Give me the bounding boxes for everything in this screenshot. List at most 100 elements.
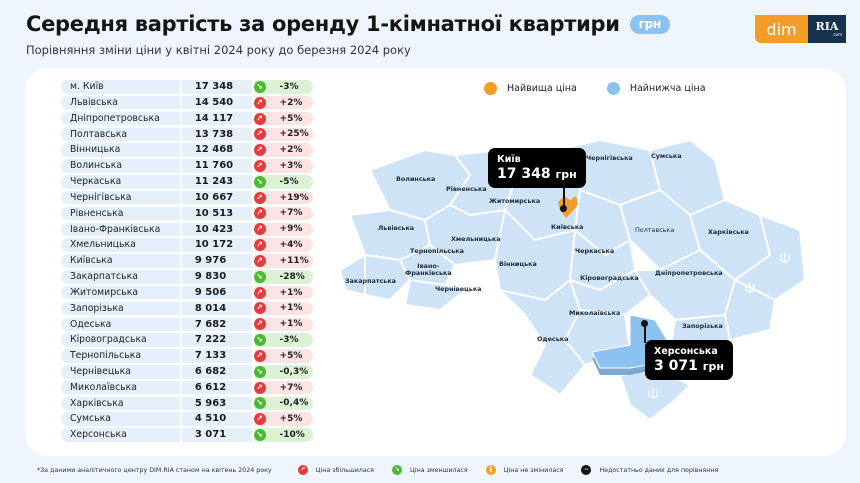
table-row: Чернігівська 10 667 ↗ +19% (61, 190, 313, 206)
region-odeska (499, 279, 586, 396)
source-note: *За даними аналітичного центру DIM.RIA с… (37, 466, 272, 474)
map-label-dnipropetrovska: Дніпропетровська (655, 269, 723, 277)
region-price: 10 513 (181, 206, 252, 221)
page-title: Середня вартість за оренду 1-кімнатної к… (26, 12, 670, 36)
region-price: 8 014 (181, 301, 252, 316)
map-label-ivano-frankivska: Івано- Франківська (405, 263, 452, 277)
region-name: Дніпропетровська (61, 111, 180, 126)
orange-dot-icon (484, 82, 497, 95)
region-name: Київська (61, 254, 180, 268)
table-row: Дніпропетровська 14 117 ↗ +5% (61, 111, 313, 127)
change-value: -0,3% (279, 366, 309, 377)
region-price: 17 348 (181, 80, 252, 94)
region-change: ↗ +25% (253, 127, 313, 142)
change-value: +5% (279, 113, 303, 124)
table-row: Полтавська 13 738 ↗ +25% (61, 126, 313, 142)
change-value: +25% (279, 129, 309, 140)
map-label-volynska: Волинська (396, 175, 436, 183)
region-change: ↗ +7% (253, 380, 313, 395)
change-value: +1% (279, 303, 303, 314)
change-value: -3% (279, 335, 299, 346)
table-row: Рівненська 10 513 ↗ +7% (61, 206, 313, 222)
legend-no-data-label: Недостатньо даних для порівняння (599, 466, 719, 474)
region-name: Миколаївська (61, 380, 180, 395)
change-value: +2% (279, 97, 303, 108)
region-name: Волинська (61, 159, 180, 173)
region-name: Полтавська (61, 127, 180, 142)
region-name: Львівська (61, 95, 180, 110)
table-row: Харківська 5 963 ↘ -0,4% (61, 396, 313, 412)
table-row: Київська 9 976 ↗ +11% (61, 253, 313, 269)
map-label-sumska: Сумська (651, 152, 682, 160)
legend-no-change-label: Ціна не змінилася (503, 466, 564, 474)
region-change: ↗ +5% (253, 349, 313, 363)
region-name: Житомирська (61, 285, 180, 300)
region-change: ↗ +2% (253, 95, 313, 110)
region-change: ↗ +1% (253, 317, 313, 332)
arrow-up-icon: ↗ (253, 254, 266, 267)
arrow-down-icon: ↘ (253, 365, 266, 378)
region-change: ↗ +19% (253, 190, 313, 205)
arrow-up-icon: ↗ (253, 349, 266, 362)
arrow-down-icon: ↘ (253, 429, 266, 442)
map-label-chernihivska: Чернігівська (586, 154, 633, 162)
change-value: +4% (279, 240, 303, 251)
map-label-chernivetska: Чернівецька (435, 285, 482, 293)
callout-highest-name: Київ (497, 154, 521, 165)
arrow-up-icon: ↗ (253, 239, 266, 252)
region-name: м. Київ (61, 80, 180, 94)
region-name: Чернігівська (61, 190, 180, 205)
arrow-down-icon: ↘ (253, 270, 266, 283)
arrow-up-icon: ↗ (297, 465, 308, 475)
arrow-up-icon: ↗ (253, 381, 266, 394)
legend-decrease: ↘ Ціна зменшилася (391, 465, 468, 475)
region-price: 12 468 (181, 143, 252, 157)
region-change: ↗ +5% (253, 412, 313, 426)
change-value: +1% (279, 319, 303, 330)
arrow-up-icon: ↗ (253, 159, 266, 172)
callout-lowest-price: 3 071 (654, 358, 698, 374)
table-row: Сумська 4 510 ↗ +5% (61, 411, 313, 427)
minus-icon: − (581, 465, 592, 475)
arrow-down-icon: ↘ (253, 175, 266, 188)
table-row: Житомирська 9 506 ↗ +1% (61, 285, 313, 301)
change-value: +9% (279, 224, 303, 235)
region-price: 7 222 (181, 333, 252, 347)
region-price: 6 612 (181, 380, 252, 395)
region-name: Одеська (61, 317, 180, 332)
arrow-up-icon: ↗ (253, 207, 266, 220)
table-row: Чернівецька 6 682 ↘ -0,3% (61, 364, 313, 380)
legend-increase-label: Ціна збільшилася (315, 466, 374, 474)
map-label-zhytomyrska: Житомирська (489, 197, 541, 205)
region-change: ↗ +3% (253, 159, 313, 173)
region-price: 4 510 (181, 412, 252, 426)
change-value: +5% (279, 414, 303, 425)
region-name: Харківська (61, 396, 180, 411)
region-change: ↗ +9% (253, 222, 313, 237)
callout-highest-dot (560, 205, 567, 212)
blue-dot-icon (606, 82, 620, 95)
table-row: Черкаська 11 243 ↘ -5% (61, 174, 313, 190)
region-change: ↗ +2% (253, 143, 313, 157)
region-price: 10 667 (181, 190, 252, 205)
table-row: Львівська 14 540 ↗ +2% (61, 95, 313, 111)
region-change: ↘ -5% (253, 175, 313, 189)
map-label-ivano-frankivska-line1: Івано- (417, 262, 440, 270)
table-row: Тернопільська 7 133 ↗ +5% (61, 348, 313, 364)
logo-ria: RIA .com (808, 15, 846, 43)
callout-lowest-pin (644, 323, 646, 343)
page-subtitle: Порівняння зміни ціни у квітні 2024 року… (26, 43, 411, 57)
map-label-rivnenska: Рівненська (446, 185, 487, 193)
change-value: +7% (279, 382, 303, 393)
region-change: ↘ -10% (253, 428, 313, 442)
region-name: Вінницька (61, 143, 180, 157)
map-label-odeska: Одеська (537, 335, 569, 343)
region-change: ↘ -28% (253, 270, 313, 284)
map-label-cherkaska: Черкаська (575, 247, 615, 255)
legend-decrease-label: Ціна зменшилася (409, 466, 468, 474)
map-label-khmelnytska: Хмельницька (451, 235, 501, 243)
region-chernivetska (404, 279, 466, 311)
map-label-mykolaivska: Миколаївська (569, 309, 621, 317)
callout-lowest-name: Херсонська (654, 346, 718, 357)
region-change: ↘ -0,4% (253, 396, 313, 411)
